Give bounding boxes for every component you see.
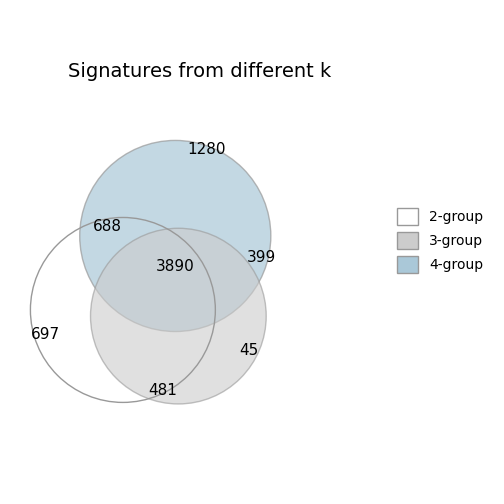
Text: 688: 688: [93, 219, 122, 234]
Text: 399: 399: [247, 250, 276, 265]
Text: 1280: 1280: [187, 142, 225, 157]
Legend: 2-group, 3-group, 4-group: 2-group, 3-group, 4-group: [392, 203, 489, 279]
Title: Signatures from different k: Signatures from different k: [69, 62, 332, 81]
Text: 3890: 3890: [156, 259, 195, 274]
Text: 697: 697: [31, 327, 60, 342]
Circle shape: [80, 141, 271, 332]
Circle shape: [91, 228, 266, 404]
Text: 45: 45: [239, 343, 259, 357]
Text: 481: 481: [149, 383, 177, 398]
